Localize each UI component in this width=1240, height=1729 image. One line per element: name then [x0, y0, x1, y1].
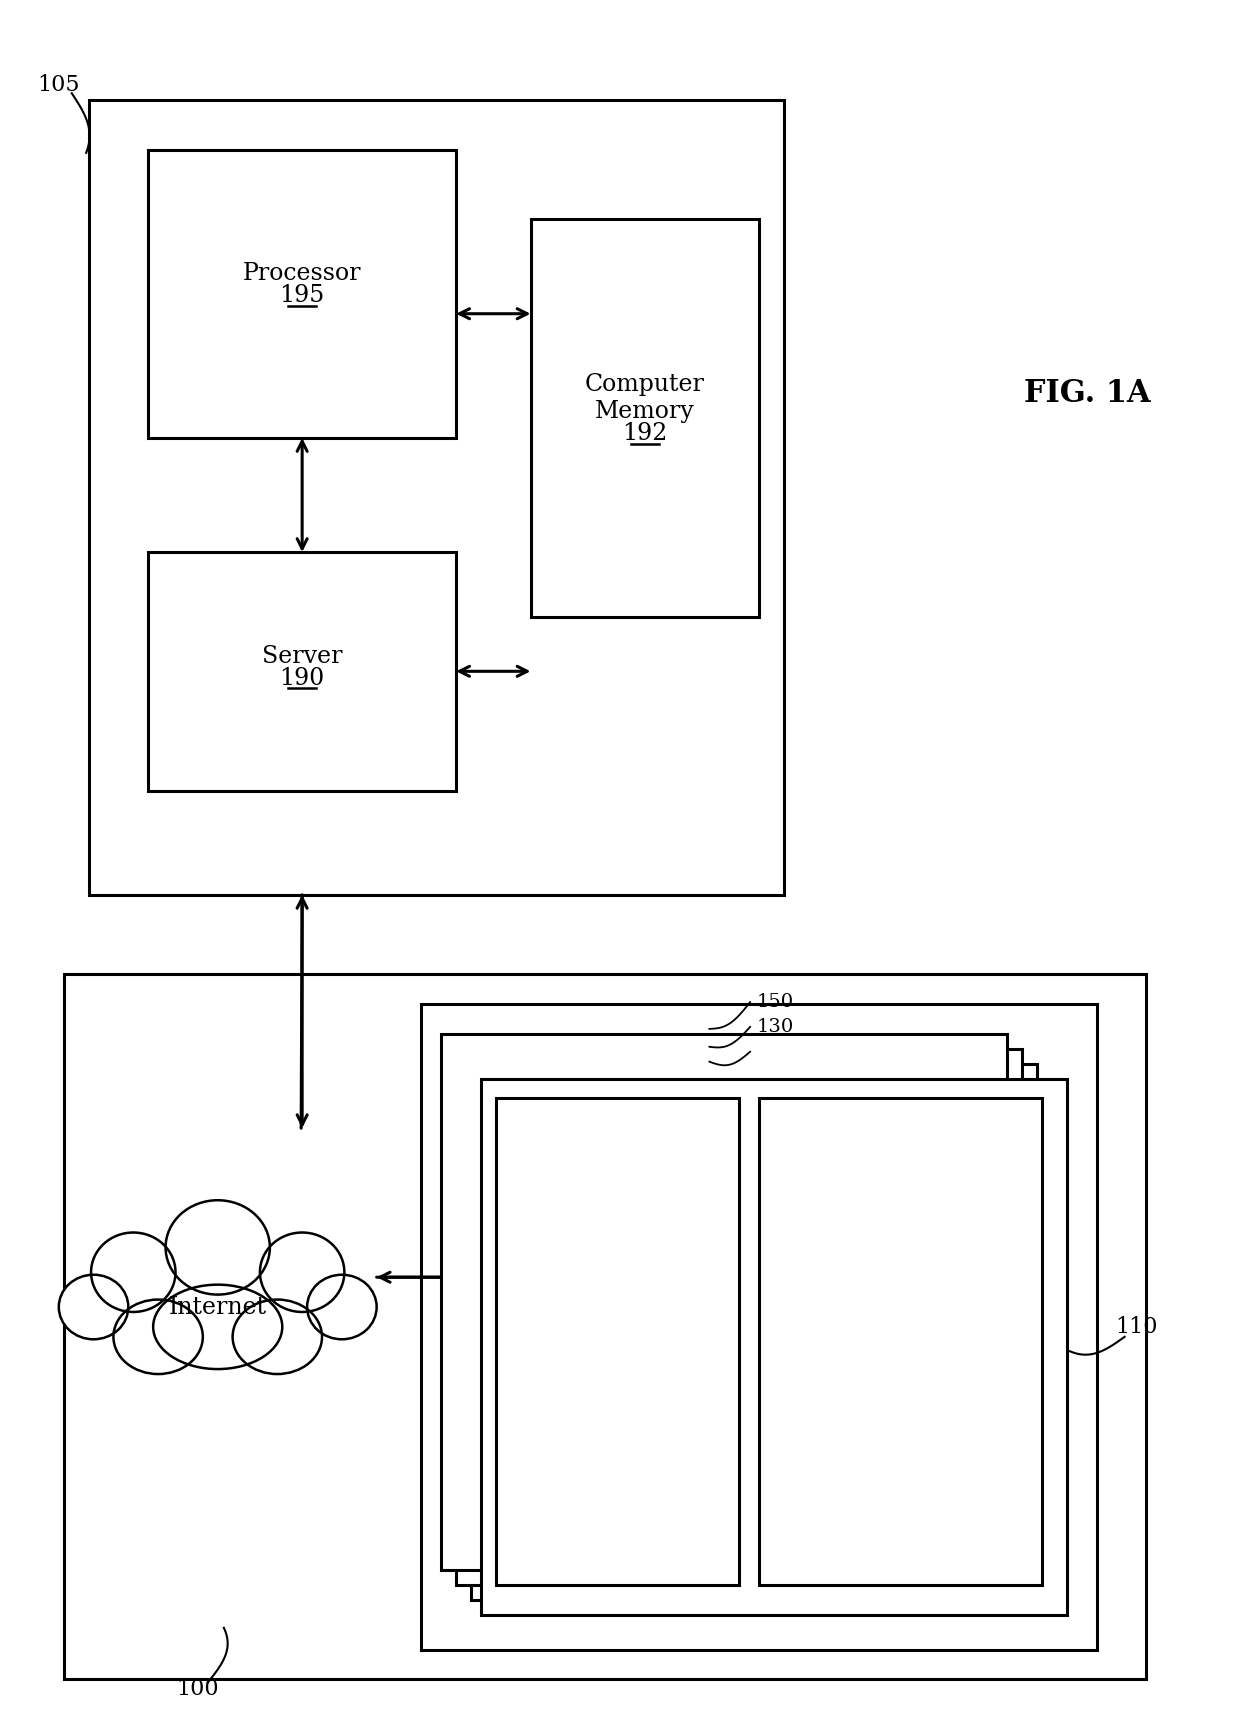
Text: Processor: Processor — [243, 263, 361, 285]
Text: 192: 192 — [622, 422, 667, 444]
Ellipse shape — [233, 1300, 322, 1375]
Bar — [149, 552, 456, 790]
Text: 115: 115 — [880, 1343, 920, 1362]
Text: Computer: Computer — [847, 1300, 954, 1319]
Bar — [88, 100, 784, 896]
Bar — [481, 1079, 1066, 1615]
Text: Processor: Processor — [564, 1312, 670, 1331]
Text: 195: 195 — [279, 284, 325, 308]
Text: Internet: Internet — [169, 1295, 267, 1319]
Text: 105: 105 — [37, 74, 81, 97]
Ellipse shape — [113, 1300, 203, 1375]
Bar — [441, 1034, 1007, 1570]
Text: FIG. 1A: FIG. 1A — [1023, 377, 1151, 408]
Ellipse shape — [91, 1233, 176, 1312]
Ellipse shape — [260, 1233, 345, 1312]
Text: 130: 130 — [758, 1018, 795, 1036]
Text: 117: 117 — [596, 1331, 637, 1350]
Ellipse shape — [154, 1285, 283, 1369]
Ellipse shape — [308, 1274, 377, 1340]
Ellipse shape — [166, 1200, 270, 1295]
Bar — [149, 150, 456, 437]
Text: Server: Server — [262, 645, 342, 667]
Text: Memory: Memory — [595, 399, 694, 424]
Ellipse shape — [58, 1274, 128, 1340]
Text: 110: 110 — [1115, 1316, 1158, 1338]
Text: 190: 190 — [279, 666, 325, 690]
Text: Memory: Memory — [856, 1324, 944, 1343]
Bar — [759, 1098, 1042, 1585]
Bar — [471, 1063, 1037, 1599]
Bar — [422, 1005, 1096, 1649]
Bar — [531, 220, 759, 617]
Text: Computer: Computer — [585, 373, 704, 396]
Bar — [456, 1050, 1022, 1585]
Text: 150: 150 — [758, 992, 794, 1011]
Text: 120: 120 — [758, 1043, 794, 1060]
Bar — [496, 1098, 739, 1585]
Text: 100: 100 — [176, 1679, 219, 1700]
Bar — [63, 973, 1147, 1679]
